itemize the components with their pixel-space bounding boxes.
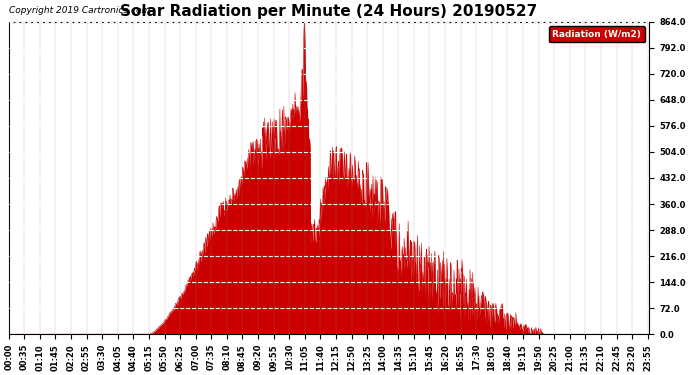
Legend: Radiation (W/m2): Radiation (W/m2) bbox=[549, 26, 645, 42]
Text: Copyright 2019 Cartronics.com: Copyright 2019 Cartronics.com bbox=[9, 6, 150, 15]
Title: Solar Radiation per Minute (24 Hours) 20190527: Solar Radiation per Minute (24 Hours) 20… bbox=[121, 4, 538, 19]
